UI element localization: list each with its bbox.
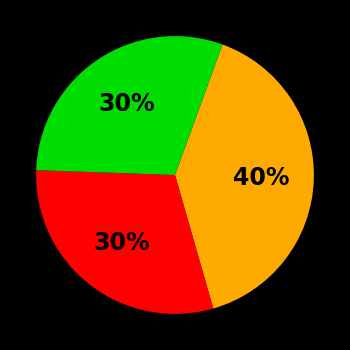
Wedge shape [175, 44, 314, 308]
Text: 40%: 40% [233, 166, 289, 190]
Text: 30%: 30% [94, 231, 150, 255]
Wedge shape [36, 170, 213, 314]
Wedge shape [36, 36, 223, 175]
Text: 30%: 30% [99, 92, 155, 116]
